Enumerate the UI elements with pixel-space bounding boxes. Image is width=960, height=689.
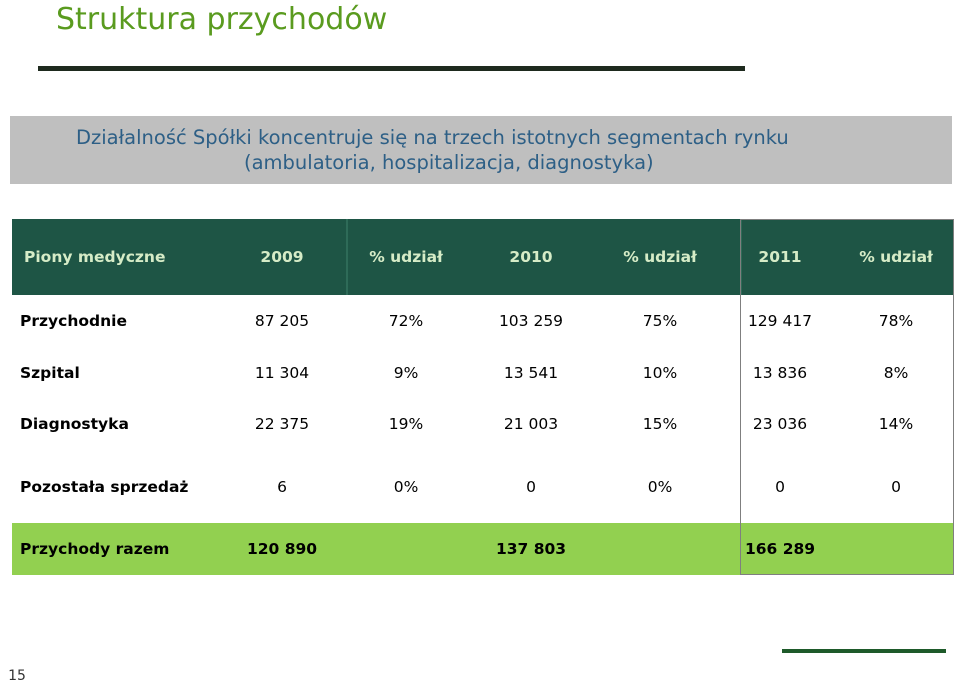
cell-share-2010: 10%	[642, 364, 678, 382]
table-row: Przychodnie 87 205 72% 103 259 75% 129 4…	[12, 312, 954, 332]
table-row: Szpital 11 304 9% 13 541 10% 13 836 8%	[12, 364, 954, 384]
cell-share-2011: 14%	[878, 415, 914, 433]
header-share-2010: % udział	[623, 248, 697, 266]
title-underline	[38, 66, 745, 71]
cell-2011: 0	[775, 478, 785, 496]
cell-2009: 11 304	[254, 364, 310, 382]
cell-2011: 13 836	[752, 364, 808, 382]
cell-2010: 0	[526, 478, 536, 496]
cell-2009: 87 205	[254, 312, 310, 330]
header-2011: 2011	[758, 248, 802, 266]
cell-2010: 13 541	[503, 364, 559, 382]
total-row: Przychody razem 120 890 137 803 166 289	[12, 523, 954, 575]
header-share-2009: % udział	[369, 248, 443, 266]
page-title: Struktura przychodów	[56, 2, 388, 37]
row-label: Pozostała sprzedaż	[20, 478, 189, 496]
cell-share-2009: 19%	[388, 415, 424, 433]
cell-2009: 22 375	[254, 415, 310, 433]
header-2009: 2009	[260, 248, 304, 266]
cell-2010: 103 259	[498, 312, 564, 330]
header-separator	[740, 219, 742, 295]
footer-rule	[782, 649, 946, 653]
cell-share-2009: 0%	[393, 478, 419, 496]
table-row: Diagnostyka 22 375 19% 21 003 15% 23 036…	[12, 415, 954, 435]
cell-share-2011: 8%	[883, 364, 909, 382]
column-2011-outline	[740, 219, 954, 575]
table-header: Piony medyczne 2009 % udział 2010 % udzi…	[12, 219, 954, 295]
cell-share-2011: 0	[891, 478, 901, 496]
total-2009: 120 890	[246, 540, 318, 558]
table-row: Pozostała sprzedaż 6 0% 0 0% 0 0	[12, 478, 954, 498]
cell-share-2009: 9%	[393, 364, 419, 382]
header-share-2011: % udział	[859, 248, 933, 266]
header-2010: 2010	[509, 248, 553, 266]
cell-2009: 6	[277, 478, 287, 496]
banner-line-2: (ambulatoria, hospitalizacja, diagnostyk…	[244, 151, 654, 174]
row-label: Przychodnie	[20, 312, 127, 330]
cell-share-2010: 75%	[642, 312, 678, 330]
cell-share-2011: 78%	[878, 312, 914, 330]
row-label: Szpital	[20, 364, 80, 382]
total-2010: 137 803	[495, 540, 567, 558]
cell-share-2009: 72%	[388, 312, 424, 330]
header-separator	[346, 219, 348, 295]
cell-share-2010: 0%	[647, 478, 673, 496]
page-number: 15	[8, 668, 26, 684]
cell-2011: 129 417	[747, 312, 813, 330]
banner-line-1: Działalność Spółki koncentruje się na tr…	[76, 126, 789, 149]
summary-banner: Działalność Spółki koncentruje się na tr…	[10, 116, 952, 184]
total-2011: 166 289	[744, 540, 816, 558]
header-segment: Piony medyczne	[24, 248, 166, 266]
cell-share-2010: 15%	[642, 415, 678, 433]
total-label: Przychody razem	[20, 540, 170, 558]
cell-2011: 23 036	[752, 415, 808, 433]
cell-2010: 21 003	[503, 415, 559, 433]
row-label: Diagnostyka	[20, 415, 129, 433]
